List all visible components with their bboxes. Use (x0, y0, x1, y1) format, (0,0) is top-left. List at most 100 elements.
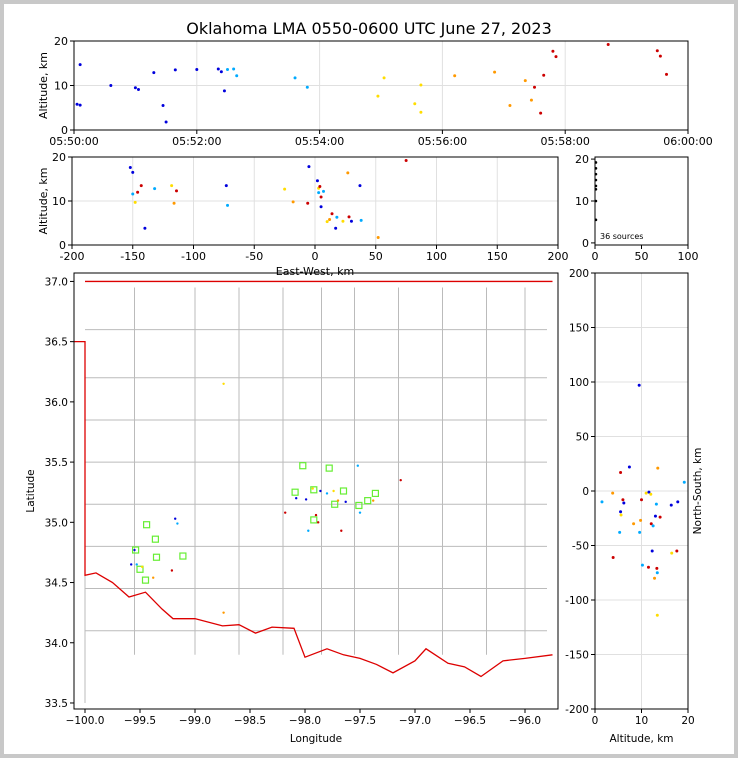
ns-height-source (619, 510, 623, 514)
plan-view-source (133, 548, 136, 552)
ew-height-source (170, 184, 174, 188)
x-tick-label: 20 (681, 715, 694, 727)
lma-station (325, 464, 333, 472)
y-tick-label: 20 (52, 151, 66, 164)
x-tick-label: 50 (369, 250, 383, 263)
ns-height-source (658, 515, 662, 519)
state-boundary (74, 341, 553, 678)
axes-frame (594, 272, 689, 710)
plan-view-source (130, 563, 133, 566)
x-tick-label: 150 (487, 250, 508, 263)
x-tick-label: 05:56:00 (418, 135, 467, 148)
ew-height-source (318, 184, 322, 188)
ns-height-source (646, 565, 650, 569)
ew-height-source (376, 236, 380, 240)
time-height-source (665, 72, 669, 76)
time-height-source (136, 88, 140, 92)
x-tick-label: 05:58:00 (540, 135, 589, 148)
plan-view-source (344, 500, 347, 504)
lma-station (310, 486, 318, 494)
x-tick-label: −100.0 (66, 715, 105, 727)
ns-height-source (619, 513, 623, 517)
ns-height-source (611, 555, 615, 559)
time-height-source (164, 120, 168, 124)
east-west-height-panel: -200 -150 -100 -50 0 50 100 150 200 0 10 20 East-Wes… (37, 151, 569, 278)
plan-view-source (317, 521, 320, 524)
ew-height-source (359, 218, 363, 222)
ew-height-source (174, 189, 178, 193)
plan-view-source (304, 498, 308, 501)
x-tick-label: 0 (592, 250, 599, 263)
time-height-source (419, 83, 423, 87)
y-tick-label: -200 (565, 704, 589, 716)
x-tick-label: −98.5 (234, 715, 266, 727)
ns-height-source (655, 613, 659, 617)
y-axis-label: North-South, km (692, 448, 704, 535)
ew-height-source (404, 159, 408, 163)
time-height-source (382, 76, 386, 80)
ns-height-source (621, 498, 625, 502)
lma-station (364, 497, 372, 505)
plan-view-source (141, 565, 144, 569)
y-tick-label: 0 (59, 239, 66, 252)
ew-height-source (139, 184, 143, 188)
lma-station (371, 489, 379, 498)
ew-height-source (346, 171, 350, 175)
y-tick-label: 10 (54, 80, 68, 93)
ns-height-source (647, 490, 651, 494)
lma-station (136, 565, 144, 573)
y-tick-label: 20 (54, 35, 68, 48)
y-tick-label: 36.0 (45, 397, 68, 409)
y-tick-label: 20 (575, 153, 589, 166)
ew-height-source (291, 200, 295, 204)
x-tick-label: 05:54:00 (295, 135, 344, 148)
time-height-source (78, 103, 82, 107)
x-tick-label: −97.5 (344, 715, 376, 727)
time-height-source (539, 111, 543, 115)
ew-height-source (317, 191, 321, 195)
x-tick-label: 50 (635, 250, 649, 263)
axes-frame (594, 156, 689, 246)
y-tick-label: 36.5 (45, 337, 68, 349)
ns-height-source (651, 524, 655, 528)
axes-frame (71, 156, 559, 246)
time-height-source (453, 74, 457, 78)
plan-view-source (372, 499, 375, 502)
ew-height-source (306, 201, 310, 205)
y-tick-label: 50 (576, 432, 589, 444)
time-height-source (529, 98, 533, 102)
x-tick-label: 05:52:00 (172, 135, 221, 148)
ns-height-source (622, 501, 626, 505)
ns-height-source (682, 480, 686, 484)
plan-view-source (332, 489, 335, 493)
time-height-source (75, 102, 79, 106)
lma-station (152, 553, 161, 561)
y-tick-label: -150 (565, 650, 589, 662)
x-tick-label: −96.5 (454, 715, 486, 727)
y-axis-label: Altitude, km (37, 52, 50, 119)
y-tick-label: 200 (569, 268, 589, 280)
axes-frame (73, 40, 689, 131)
ew-height-source (315, 179, 319, 183)
plan-view-source (311, 487, 314, 490)
north-south-height-panel: 0 10 20 -200 -150 -100 -50 0 50 100 150 200 Altitude… (565, 268, 704, 745)
ns-height-source (627, 465, 631, 469)
y-tick-label: 100 (569, 377, 589, 389)
ew-height-source (335, 215, 339, 219)
x-tick-label: −99.5 (124, 715, 156, 727)
plan-view-source (340, 529, 343, 532)
y-tick-label: 150 (569, 323, 589, 335)
x-tick-label: -100 (181, 250, 206, 263)
time-height-source (222, 89, 226, 93)
time-height-source (219, 70, 223, 74)
time-height-panel: 05:50:00 05:52:00 05:54:00 05:56:00 05:58:00… (37, 35, 713, 148)
ns-height-source (675, 549, 679, 553)
time-height-source (419, 110, 423, 114)
time-height-source (658, 54, 662, 58)
ew-height-source (341, 219, 345, 223)
ew-height-source (325, 220, 329, 224)
plan-view-source (222, 382, 225, 386)
y-tick-label: 34.5 (45, 578, 68, 590)
ew-height-source (131, 170, 135, 174)
plan-view-source (314, 513, 318, 517)
